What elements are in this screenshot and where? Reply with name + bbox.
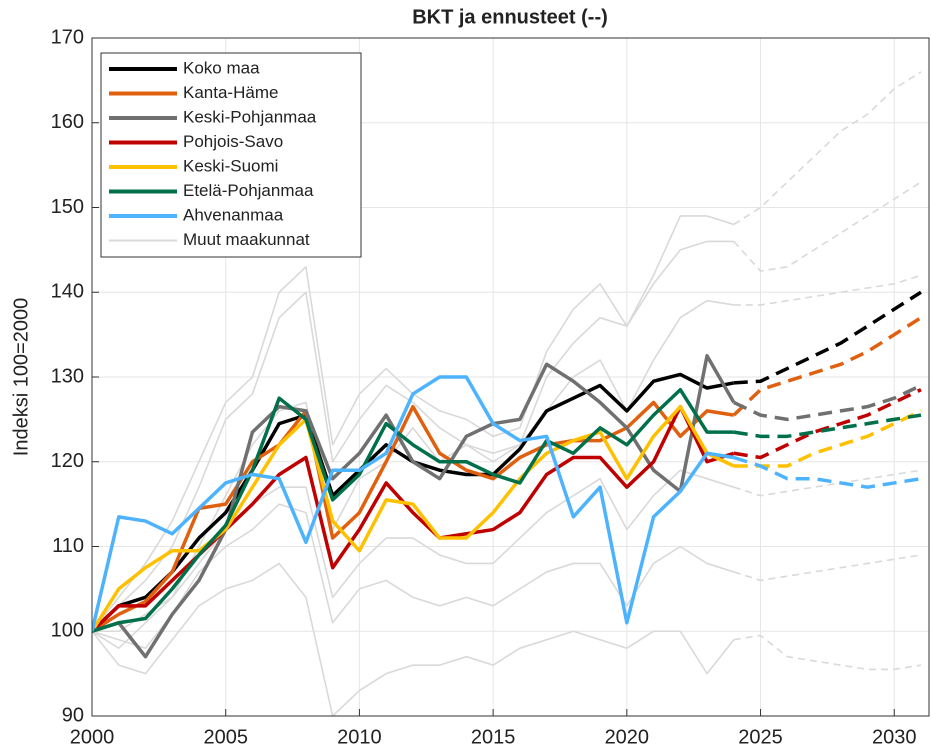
x-tick-label: 2030 bbox=[872, 726, 917, 748]
other-forecast bbox=[733, 181, 922, 272]
legend-label: Pohjois-Savo bbox=[183, 132, 283, 151]
series-forecast bbox=[733, 388, 922, 460]
chart-title: BKT ja ennusteet (--) bbox=[412, 6, 608, 28]
series-line bbox=[92, 375, 735, 632]
y-tick-label: 170 bbox=[51, 26, 84, 48]
other-line bbox=[92, 503, 735, 649]
other-line bbox=[92, 240, 734, 632]
plot bbox=[92, 71, 922, 716]
y-tick-label: 120 bbox=[51, 450, 84, 472]
legend-label: Muut maakunnat bbox=[183, 230, 310, 249]
other-forecast bbox=[733, 274, 922, 306]
x-tick-label: 2010 bbox=[337, 726, 382, 748]
legend-label: Keski-Suomi bbox=[183, 156, 278, 175]
legend-label: Koko maa bbox=[183, 58, 260, 77]
legend-label: Ahvenanmaa bbox=[183, 205, 284, 224]
legend-label: Kanta-Häme bbox=[183, 83, 278, 102]
other-forecast bbox=[733, 634, 922, 671]
series-line bbox=[92, 354, 736, 659]
legend-box bbox=[100, 52, 362, 258]
series-forecast bbox=[733, 409, 922, 468]
y-tick-label: 160 bbox=[51, 111, 84, 133]
other-forecast bbox=[733, 71, 922, 226]
y-tick-label: 140 bbox=[51, 281, 84, 303]
legend-label: Keski-Pohjanmaa bbox=[183, 107, 317, 126]
series-line bbox=[92, 387, 734, 633]
x-tick-label: 2025 bbox=[738, 726, 783, 748]
y-tick-label: 110 bbox=[52, 535, 84, 557]
series-forecast bbox=[733, 413, 922, 439]
other-line bbox=[92, 562, 735, 716]
x-tick-label: 2015 bbox=[471, 726, 516, 748]
series-forecast bbox=[733, 383, 922, 422]
series-forecast bbox=[733, 455, 922, 489]
y-tick-label: 100 bbox=[51, 620, 84, 642]
plot-border bbox=[91, 37, 930, 717]
x-tick-label: 2005 bbox=[203, 726, 248, 748]
y-tick-label: 130 bbox=[51, 365, 84, 387]
other-line bbox=[92, 469, 735, 649]
x-tick-label: 2020 bbox=[605, 726, 650, 748]
y-tick-label: 150 bbox=[51, 196, 84, 218]
other-forecast bbox=[733, 554, 922, 582]
series-forecast bbox=[733, 290, 922, 385]
x-tick-label: 2000 bbox=[70, 726, 115, 748]
y-tick-label: 90 bbox=[62, 704, 84, 726]
legend-label: Etelä-Pohjanmaa bbox=[183, 181, 314, 200]
series-forecast bbox=[732, 316, 922, 417]
y-axis-label: Indeksi 100=2000 bbox=[10, 298, 32, 456]
series-line bbox=[92, 404, 735, 633]
other-forecast bbox=[733, 469, 922, 497]
